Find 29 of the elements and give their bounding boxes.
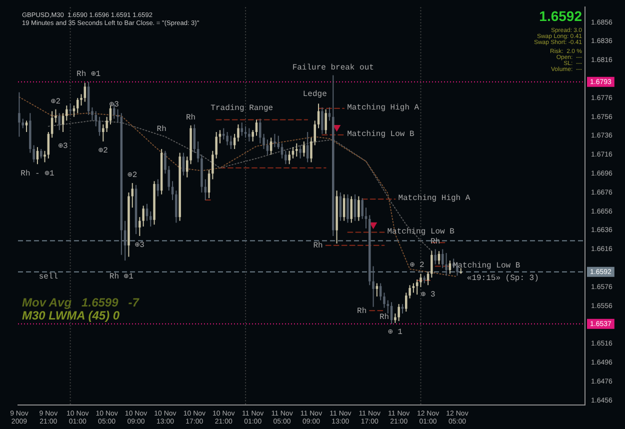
annotation: M30 LWMA (45) 0: [22, 308, 120, 323]
annotation: sell: [38, 272, 58, 282]
annotation: Mov Avg 1.6599 -7: [22, 296, 140, 310]
annotation: «19:15» (Sp: 3): [466, 274, 539, 284]
annotation: 1.6592: [539, 8, 582, 24]
annotation: Trading Range: [210, 104, 274, 114]
annotation: ⊕ 1: [388, 328, 403, 338]
annotation: ⊕ 2: [410, 260, 424, 270]
annotation: Rh ⊕1: [109, 272, 134, 282]
annotation: Rh: [186, 113, 196, 122]
annotation: Failure break out: [292, 63, 374, 72]
annotation: ⊕2: [128, 171, 138, 180]
annotation: ⊕ 3: [420, 290, 436, 300]
annotation: Matching Low B: [387, 227, 455, 236]
annotation: Rh: [357, 306, 367, 316]
annotation: ⊕3: [58, 142, 68, 151]
annotation: ⊕2: [50, 97, 61, 106]
annotation: Rh ⊕1: [76, 70, 101, 80]
annotation: Matching High A: [347, 103, 420, 112]
annotation: Ledge: [302, 90, 328, 99]
annotation: Rh - ⊕1: [20, 169, 54, 178]
annotation: ⊕2: [98, 146, 108, 156]
annotation: Rh: [313, 242, 324, 251]
annotation: Matching High A: [398, 194, 470, 204]
annotation: Rh: [379, 312, 390, 322]
annotation: ⊕3: [109, 100, 120, 110]
annotation: Rh: [156, 124, 167, 134]
annotation: Matching Low B: [347, 130, 414, 139]
annotation: ⊕3: [134, 241, 145, 250]
